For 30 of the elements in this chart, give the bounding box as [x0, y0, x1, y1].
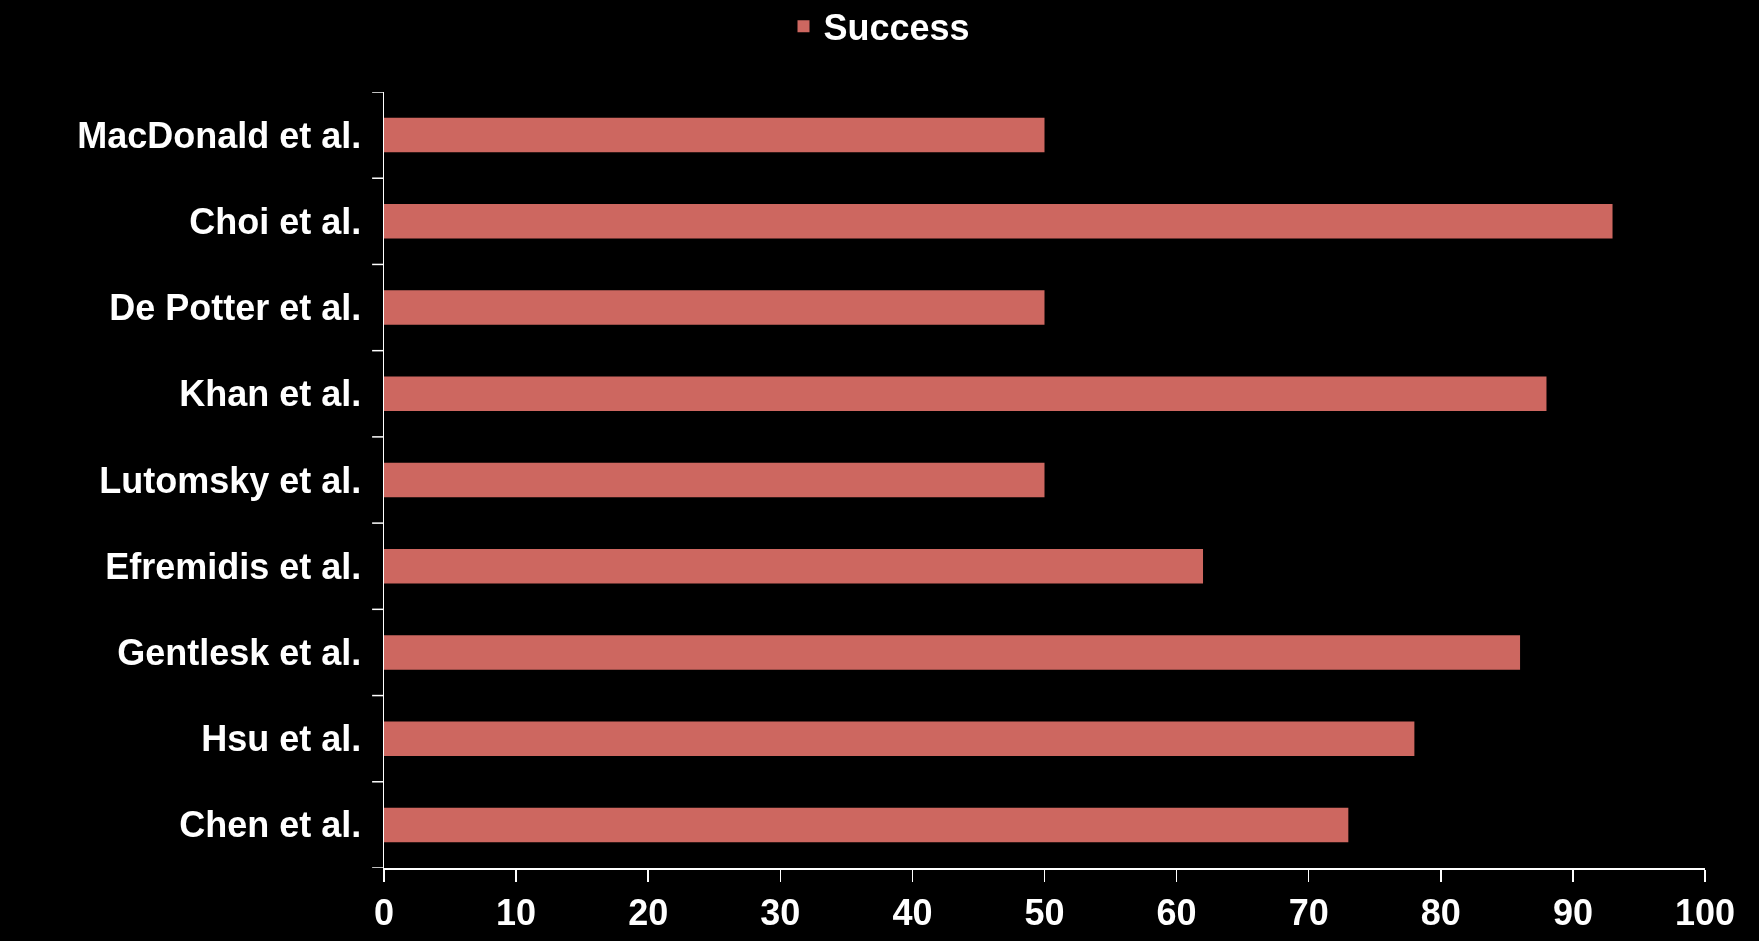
y-tick-label: Chen et al. [179, 804, 362, 846]
legend-label: Success [823, 7, 970, 49]
bar [384, 548, 1204, 584]
x-tick-label: 90 [1552, 891, 1593, 933]
y-tick-label: De Potter et al. [109, 287, 362, 329]
y-tick-label: MacDonald et al. [77, 114, 362, 156]
x-tick-label: 50 [1024, 891, 1065, 933]
x-tick-label: 100 [1674, 891, 1736, 933]
y-tick-label: Lutomsky et al. [99, 459, 362, 501]
bar [384, 462, 1045, 498]
x-tick-label: 30 [760, 891, 801, 933]
bar [384, 635, 1521, 670]
bar [384, 117, 1045, 153]
y-tick-label: Gentlesk et al. [117, 632, 362, 674]
y-tick-label: Hsu et al. [201, 718, 362, 760]
y-tick-label: Choi et al. [189, 200, 362, 242]
x-tick-label: 70 [1288, 891, 1329, 933]
bar [384, 721, 1415, 756]
y-tick-label: Khan et al. [179, 373, 362, 415]
x-tick-label: 20 [628, 891, 669, 933]
bar [384, 204, 1613, 239]
x-tick-label: 80 [1420, 891, 1461, 933]
x-tick-label: 0 [373, 891, 395, 933]
x-tick-label: 40 [892, 891, 933, 933]
x-tick-label: 60 [1156, 891, 1197, 933]
x-tick-label: 10 [496, 891, 537, 933]
bar [384, 807, 1349, 843]
bar [384, 376, 1547, 412]
bar [384, 290, 1045, 325]
y-tick-label: Efremidis et al. [105, 545, 362, 587]
